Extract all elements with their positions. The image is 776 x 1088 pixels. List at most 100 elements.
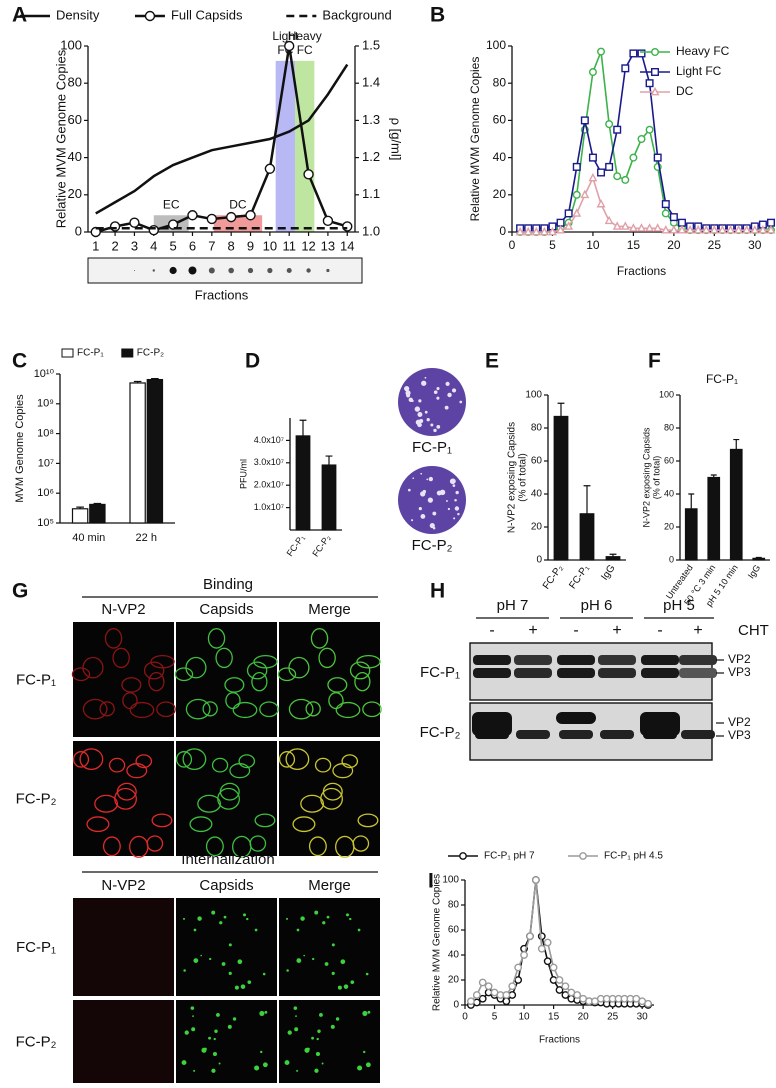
legend-label: Full Capsids [171,7,243,22]
y-tick-label: 60 [493,113,507,127]
capsid-spot [343,984,349,989]
capsid-spot [326,915,330,919]
capsid-spot [259,1010,265,1016]
series-line [520,51,771,233]
marker [459,852,467,860]
cell-outline [285,748,310,771]
marker [472,991,481,999]
column-header: N-VP2 [101,877,145,894]
marker [750,225,760,234]
capsid-spot [285,917,289,920]
capsid-spot [316,1037,319,1041]
blot-dot [208,267,215,274]
chart: 10⁵ 10⁶ 10⁷ 10⁸ 10⁹ 10¹⁰ MVM Genome Copies 40 m… [14,348,175,544]
legend-label: Light FC [676,64,722,78]
x-tick-label: 40 min [72,532,105,544]
capsid-spot [300,916,305,921]
cell-outline [112,647,130,669]
plaque [426,418,430,422]
cell-outline [82,656,104,679]
marker [555,976,564,984]
plaque [404,385,410,392]
cell-outline [288,698,314,720]
cell-outline [305,701,321,717]
plaque [412,477,415,480]
y2-tick-label: 1.3 [362,112,380,127]
marker [167,219,179,230]
capsid-spot [219,921,223,925]
plaque [444,405,449,410]
x-tick-label: 7 [208,238,215,253]
capsid-spot [260,1050,263,1054]
treatment-label: CHT [738,622,769,639]
marker [543,938,552,947]
lane-label: - [573,622,578,639]
cell-outline [143,661,165,680]
cell-outline [104,628,123,649]
plaque [457,512,460,516]
marker [508,982,517,991]
chart: 1.0x10⁷ 2.0x10⁷ 3.0x10⁷ 4.0x10⁷ PFU/ml FC-P₁ F… [238,418,342,559]
y-tick-label: 60 [68,112,82,127]
marker [303,169,314,180]
capsid-spot [211,910,216,915]
capsid-spot [314,910,319,915]
capsid-spot [204,1047,207,1051]
cell-outline [72,751,90,768]
cell-outline [102,836,121,857]
cell-outline [197,794,222,813]
marker [612,221,622,230]
capsid-spot [190,1006,195,1010]
capsid-spot [216,1013,220,1017]
cell-outline [224,677,245,693]
x-tick-label: 30 [748,238,762,252]
cell-outline [362,701,382,718]
band [641,668,679,678]
column-header: Capsids [199,601,253,618]
y2-tick-label: 1.5 [362,37,380,52]
marker [637,134,646,143]
capsid-spot [357,928,361,932]
marker [685,225,695,234]
marker [245,210,256,221]
marker [467,997,475,1006]
cell-outline [156,701,176,718]
plaque [418,507,422,511]
y-tick-label: 20 [68,186,82,201]
cell-outline [94,794,119,813]
legend-swatch [61,348,74,358]
band [643,730,677,739]
x-axis-label: Fractions [539,1035,580,1046]
y-axis-label: N-VP2 exposing Capsids [507,422,518,533]
marker [620,221,630,230]
cell-outline [121,677,142,693]
error-bar [688,493,695,509]
y-tick-label: 20 [448,975,460,986]
marker [709,225,719,234]
plaque [407,488,411,492]
marker [580,116,589,125]
cell-outline [251,671,268,692]
marker [597,47,606,56]
x-tick-label: 20 [578,1012,590,1023]
marker [637,223,646,232]
capsid-spot [192,1015,194,1018]
legend-label: DC [676,84,694,98]
capsid-spot [319,1013,323,1017]
plaque [447,392,452,398]
error-bar [609,553,617,557]
marker [661,200,670,209]
cell-outline [335,835,355,858]
marker [613,125,622,134]
cell-outline [174,667,194,682]
series-line [95,63,349,215]
marker [653,153,662,162]
cell-outline [71,667,91,682]
capsid-spot [335,1017,340,1021]
y-tick-label: 100 [60,37,82,52]
marker [514,963,523,972]
marker [621,175,630,184]
panel-label: E [485,350,499,373]
y-tick-label: 1.0x10⁷ [254,502,284,512]
capsid-spot [193,958,199,963]
